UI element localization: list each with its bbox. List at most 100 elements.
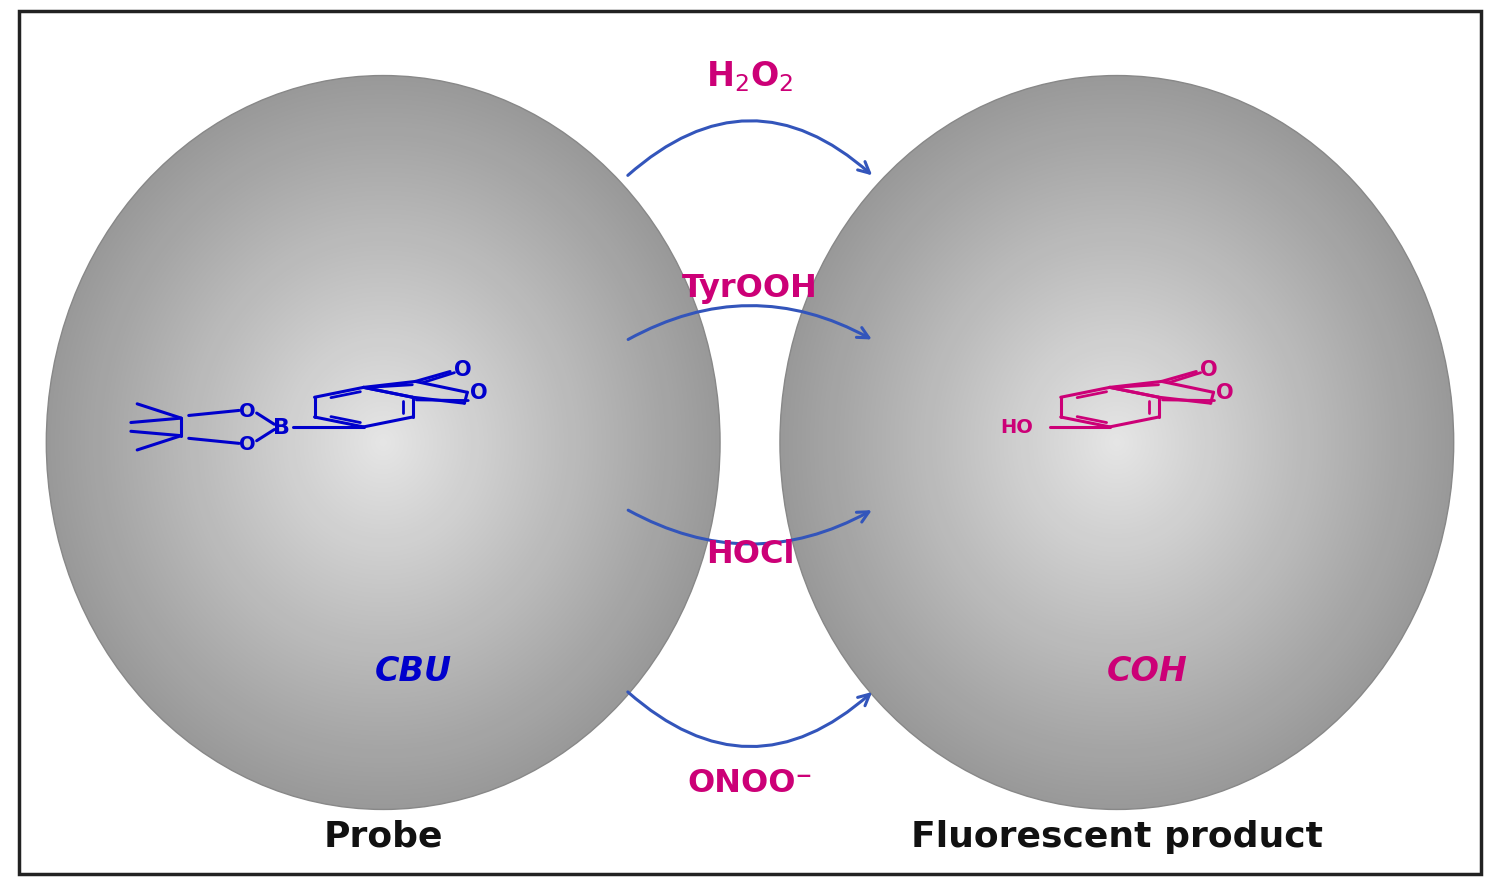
Ellipse shape	[320, 374, 447, 512]
Ellipse shape	[1100, 424, 1134, 462]
Ellipse shape	[1083, 407, 1150, 479]
Text: O: O	[238, 434, 255, 454]
Ellipse shape	[152, 191, 615, 695]
Ellipse shape	[63, 95, 704, 791]
Ellipse shape	[948, 260, 1286, 626]
Ellipse shape	[894, 200, 1340, 686]
Ellipse shape	[818, 118, 1416, 768]
Ellipse shape	[98, 131, 669, 755]
Ellipse shape	[1046, 365, 1188, 521]
Ellipse shape	[902, 209, 1332, 677]
Ellipse shape	[202, 246, 564, 640]
Ellipse shape	[186, 228, 580, 658]
Ellipse shape	[1029, 346, 1204, 540]
Ellipse shape	[1024, 342, 1209, 544]
Ellipse shape	[189, 232, 578, 654]
Ellipse shape	[51, 81, 715, 805]
Ellipse shape	[231, 278, 536, 608]
Ellipse shape	[1032, 352, 1202, 534]
Ellipse shape	[252, 301, 513, 585]
Ellipse shape	[130, 168, 636, 718]
Ellipse shape	[885, 191, 1348, 695]
Ellipse shape	[936, 246, 1298, 640]
Ellipse shape	[224, 268, 543, 618]
Ellipse shape	[878, 182, 1358, 704]
Ellipse shape	[118, 154, 648, 732]
Ellipse shape	[194, 237, 573, 649]
Ellipse shape	[792, 90, 1442, 796]
Ellipse shape	[852, 154, 1382, 732]
Text: HOCl: HOCl	[705, 538, 795, 569]
Text: Fluorescent product: Fluorescent product	[910, 819, 1323, 853]
Ellipse shape	[944, 255, 1290, 631]
Ellipse shape	[1074, 397, 1160, 489]
Ellipse shape	[249, 297, 518, 589]
Ellipse shape	[1041, 361, 1193, 525]
Ellipse shape	[969, 283, 1264, 603]
Text: TyrOOH: TyrOOH	[682, 273, 818, 304]
Ellipse shape	[256, 306, 510, 580]
Ellipse shape	[140, 177, 627, 709]
Ellipse shape	[182, 223, 585, 663]
Ellipse shape	[147, 186, 620, 700]
Ellipse shape	[813, 113, 1420, 773]
Ellipse shape	[291, 342, 476, 544]
Ellipse shape	[1088, 411, 1146, 475]
Ellipse shape	[177, 219, 590, 667]
Ellipse shape	[328, 384, 438, 502]
Ellipse shape	[266, 315, 501, 571]
Ellipse shape	[308, 361, 459, 525]
Text: COH: COH	[1107, 654, 1186, 687]
Ellipse shape	[987, 301, 1248, 585]
Ellipse shape	[126, 164, 640, 722]
Ellipse shape	[72, 104, 694, 782]
Ellipse shape	[370, 429, 396, 457]
Ellipse shape	[1104, 429, 1130, 457]
Ellipse shape	[994, 310, 1239, 576]
Ellipse shape	[999, 315, 1234, 571]
Ellipse shape	[338, 392, 429, 494]
Ellipse shape	[806, 104, 1428, 782]
Ellipse shape	[1020, 338, 1214, 548]
Ellipse shape	[910, 219, 1323, 667]
Ellipse shape	[261, 310, 506, 576]
Ellipse shape	[298, 352, 468, 534]
Text: CBU: CBU	[375, 654, 452, 687]
Text: O: O	[470, 383, 488, 403]
Ellipse shape	[827, 127, 1407, 759]
Ellipse shape	[1011, 329, 1222, 557]
Ellipse shape	[296, 346, 471, 540]
Ellipse shape	[962, 274, 1272, 612]
Ellipse shape	[1050, 369, 1184, 517]
Ellipse shape	[228, 274, 538, 612]
Text: Probe: Probe	[324, 819, 442, 853]
Ellipse shape	[1016, 333, 1218, 553]
Ellipse shape	[1008, 324, 1227, 562]
Ellipse shape	[122, 159, 645, 727]
Ellipse shape	[160, 200, 606, 686]
Ellipse shape	[784, 81, 1449, 805]
Ellipse shape	[855, 159, 1378, 727]
Ellipse shape	[1113, 439, 1120, 447]
Ellipse shape	[1058, 379, 1176, 507]
Ellipse shape	[1096, 420, 1138, 466]
Ellipse shape	[114, 150, 652, 736]
Ellipse shape	[135, 173, 632, 713]
Ellipse shape	[350, 407, 417, 479]
Ellipse shape	[366, 424, 400, 462]
Ellipse shape	[1078, 401, 1155, 485]
Ellipse shape	[316, 369, 450, 517]
Ellipse shape	[1053, 374, 1180, 512]
Ellipse shape	[168, 209, 598, 677]
Ellipse shape	[354, 411, 413, 475]
Ellipse shape	[68, 99, 699, 787]
Ellipse shape	[362, 420, 404, 466]
Ellipse shape	[890, 196, 1344, 690]
Ellipse shape	[906, 214, 1328, 672]
Ellipse shape	[110, 145, 657, 741]
Ellipse shape	[303, 356, 464, 530]
Ellipse shape	[864, 168, 1370, 718]
Ellipse shape	[922, 232, 1311, 654]
Ellipse shape	[927, 237, 1306, 649]
Ellipse shape	[54, 86, 711, 800]
